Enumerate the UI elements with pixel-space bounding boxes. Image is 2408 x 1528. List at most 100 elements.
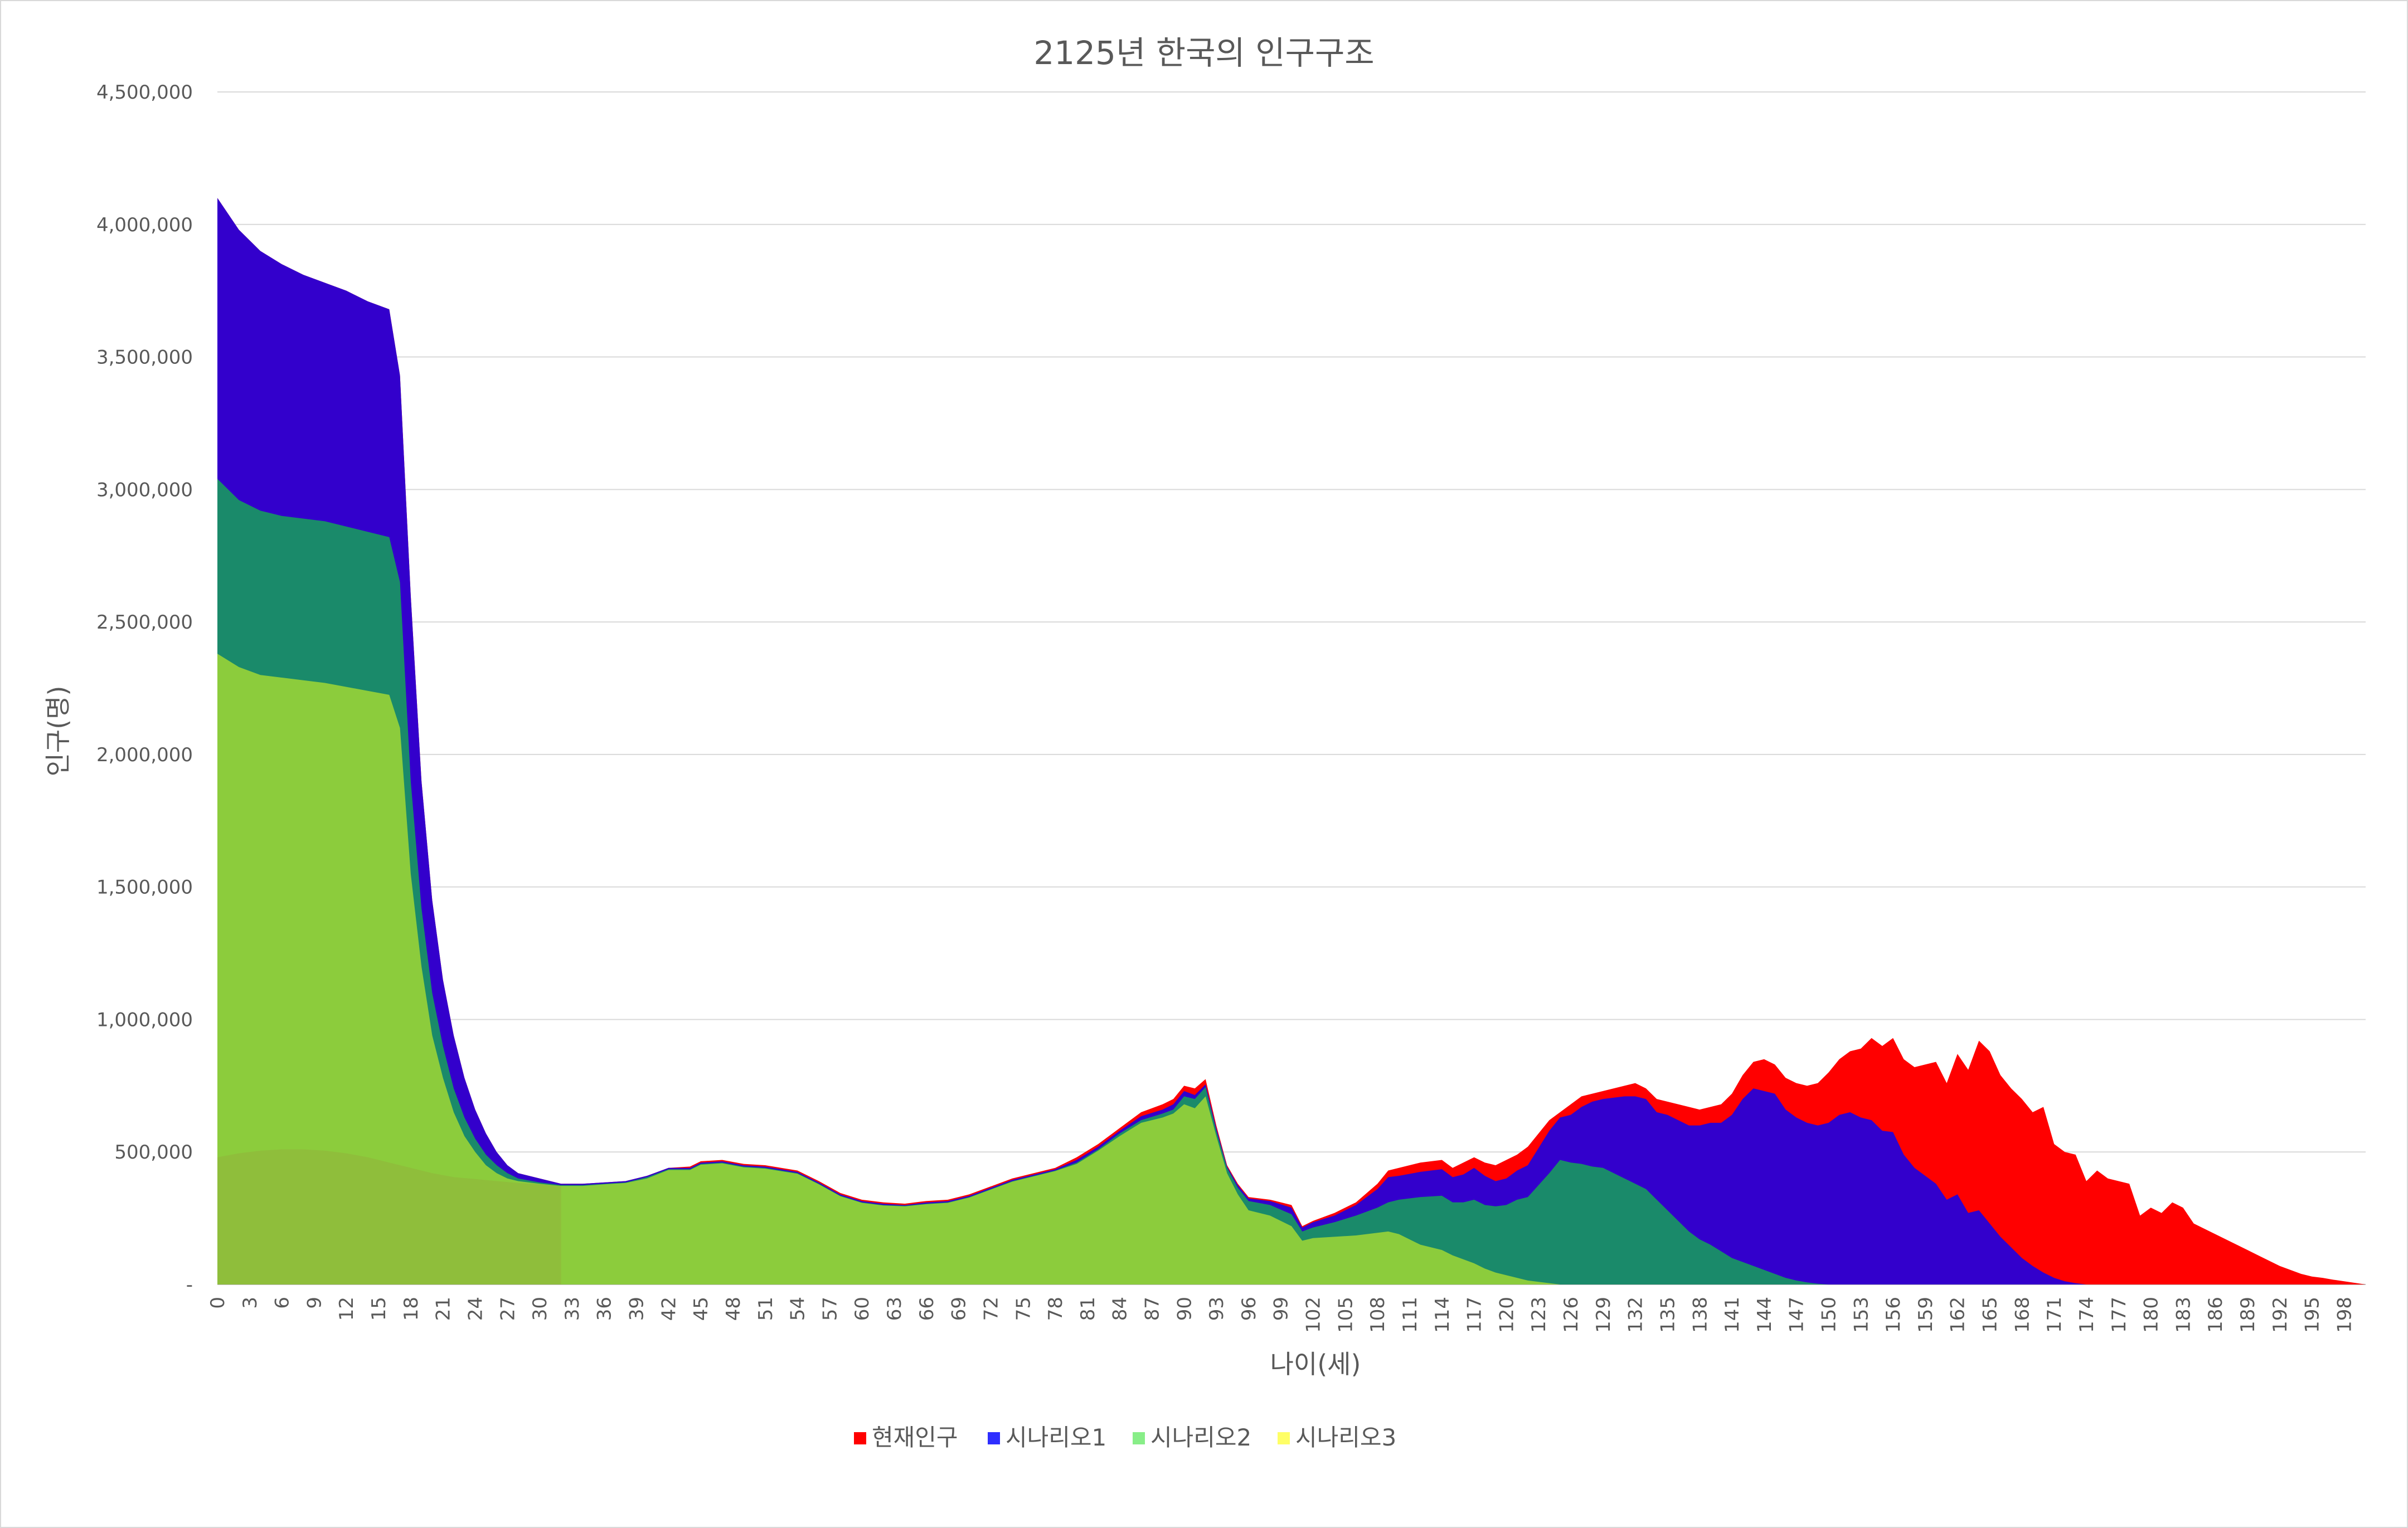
- x-tick-label: 183: [2172, 1297, 2195, 1333]
- x-tick-label: 144: [1754, 1297, 1776, 1333]
- x-tick-label: 48: [722, 1297, 745, 1321]
- x-tick-label: 138: [1689, 1297, 1711, 1333]
- y-tick-label: 4,500,000: [96, 81, 193, 104]
- x-tick-label: 162: [1947, 1297, 1969, 1333]
- chart-title: 2125년 한국의 인구구조: [1033, 34, 1374, 72]
- x-tick-label: 63: [883, 1297, 906, 1321]
- legend-label: 시나리오3: [1295, 1424, 1396, 1451]
- x-tick-label: 66: [916, 1297, 938, 1321]
- y-tick-label: 1,500,000: [96, 877, 193, 899]
- x-tick-label: 93: [1206, 1297, 1228, 1321]
- y-tick-label: -: [186, 1274, 193, 1296]
- legend-swatch: [988, 1432, 1000, 1444]
- x-tick-label: 171: [2043, 1297, 2066, 1333]
- x-tick-label: 39: [626, 1297, 648, 1321]
- series-areas: [217, 198, 2366, 1285]
- x-tick-label: 15: [368, 1297, 390, 1321]
- legend-label: 현재인구: [872, 1424, 958, 1451]
- x-tick-label: 12: [336, 1297, 358, 1321]
- x-tick-label: 24: [464, 1297, 487, 1321]
- x-tick-label: 186: [2205, 1297, 2227, 1333]
- x-tick-label: 165: [1979, 1297, 2002, 1333]
- x-tick-label: 147: [1786, 1297, 1808, 1333]
- legend-swatch: [1133, 1432, 1145, 1444]
- legend-label: 시나리오2: [1150, 1424, 1251, 1451]
- y-tick-label: 2,500,000: [96, 611, 193, 634]
- x-tick-label: 87: [1141, 1297, 1163, 1321]
- x-tick-label: 126: [1560, 1297, 1582, 1333]
- x-tick-label: 150: [1818, 1297, 1841, 1333]
- x-tick-label: 195: [2302, 1297, 2324, 1333]
- x-tick-label: 111: [1399, 1297, 1421, 1333]
- y-tick-label: 500,000: [114, 1141, 193, 1164]
- legend-item: 시나리오3: [1278, 1424, 1396, 1451]
- x-tick-label: 153: [1850, 1297, 1872, 1333]
- x-tick-label: 84: [1109, 1297, 1132, 1321]
- x-tick-label: 177: [2108, 1297, 2130, 1333]
- legend-swatch: [1278, 1432, 1290, 1444]
- y-axis-ticks: - 500,000 1,000,000 1,500,000 2,000,000 2,500…: [96, 81, 193, 1296]
- x-tick-label: 192: [2269, 1297, 2292, 1333]
- x-tick-label: 129: [1593, 1297, 1615, 1333]
- x-tick-label: 132: [1625, 1297, 1647, 1333]
- x-tick-label: 69: [948, 1297, 970, 1321]
- y-tick-label: 1,000,000: [96, 1009, 193, 1031]
- x-tick-label: 45: [690, 1297, 712, 1321]
- x-tick-label: 72: [980, 1297, 1002, 1321]
- legend-swatch: [854, 1432, 866, 1444]
- x-tick-label: 60: [851, 1297, 873, 1321]
- x-tick-label: 90: [1173, 1297, 1196, 1321]
- x-tick-label: 102: [1303, 1297, 1325, 1333]
- x-tick-label: 180: [2140, 1297, 2163, 1333]
- x-tick-label: 57: [819, 1297, 841, 1321]
- x-tick-label: 30: [529, 1297, 551, 1321]
- gridlines: [217, 91, 2366, 1285]
- y-tick-label: 2,000,000: [96, 744, 193, 766]
- area-base: [217, 1149, 561, 1284]
- x-tick-label: 54: [787, 1297, 809, 1321]
- area-series-현재인구: [217, 198, 2366, 1285]
- x-tick-label: 78: [1045, 1297, 1067, 1321]
- x-tick-label: 33: [561, 1297, 584, 1321]
- x-tick-label: 3: [239, 1297, 261, 1309]
- x-tick-label: 21: [433, 1297, 455, 1321]
- x-tick-label: 198: [2333, 1297, 2356, 1333]
- x-tick-label: 174: [2076, 1297, 2098, 1333]
- x-tick-label: 120: [1496, 1297, 1518, 1333]
- y-tick-label: 3,000,000: [96, 479, 193, 501]
- x-axis-title: 나이(세): [1270, 1349, 1361, 1379]
- legend-item: 시나리오1: [988, 1424, 1106, 1451]
- x-tick-label: 75: [1012, 1297, 1035, 1321]
- x-tick-label: 0: [207, 1297, 229, 1309]
- legend: 현재인구 시나리오1 시나리오2 시나리오3: [854, 1424, 1396, 1451]
- x-tick-label: 189: [2237, 1297, 2259, 1333]
- x-tick-label: 42: [658, 1297, 680, 1321]
- x-tick-label: 36: [594, 1297, 616, 1321]
- x-tick-label: 141: [1721, 1297, 1744, 1333]
- x-tick-label: 9: [303, 1297, 326, 1309]
- x-axis-ticks: 0 3 6 9 12 15 18 21 24 27 30 33 36 39 42 45 48 51 54 57 60 63…: [207, 1297, 2356, 1333]
- x-tick-label: 117: [1464, 1297, 1486, 1333]
- x-tick-label: 96: [1238, 1297, 1260, 1321]
- x-tick-label: 81: [1077, 1297, 1099, 1321]
- x-tick-label: 114: [1431, 1297, 1454, 1333]
- x-tick-label: 105: [1334, 1297, 1357, 1333]
- y-tick-label: 3,500,000: [96, 347, 193, 369]
- x-tick-label: 108: [1367, 1297, 1389, 1333]
- x-tick-label: 168: [2011, 1297, 2033, 1333]
- legend-label: 시나리오1: [1006, 1424, 1106, 1451]
- x-tick-label: 51: [755, 1297, 777, 1321]
- x-tick-label: 99: [1270, 1297, 1293, 1321]
- x-tick-label: 156: [1882, 1297, 1905, 1333]
- x-tick-label: 135: [1657, 1297, 1679, 1333]
- legend-item: 현재인구: [854, 1424, 958, 1451]
- y-axis-title: 인구(명): [43, 686, 73, 777]
- legend-item: 시나리오2: [1133, 1424, 1251, 1451]
- x-tick-label: 6: [271, 1297, 294, 1309]
- y-tick-label: 4,000,000: [96, 214, 193, 236]
- x-tick-label: 159: [1915, 1297, 1937, 1333]
- x-tick-label: 123: [1528, 1297, 1550, 1333]
- x-tick-label: 27: [497, 1297, 519, 1321]
